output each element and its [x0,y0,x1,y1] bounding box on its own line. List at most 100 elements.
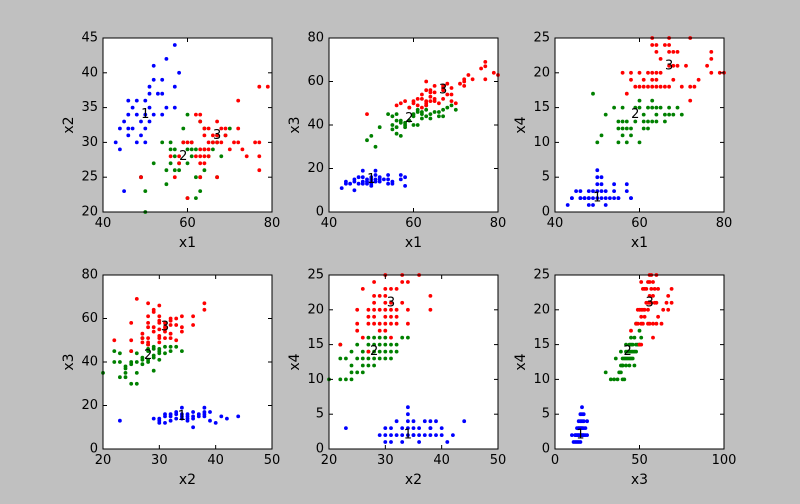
data-point [151,344,156,349]
data-point [383,287,388,291]
data-point [398,134,403,138]
data-point [372,342,376,347]
data-point [349,377,354,382]
y-tick-label: 15 [533,100,550,115]
data-point [160,112,165,117]
data-point [265,84,270,89]
data-point [118,360,122,364]
data-point [383,307,388,312]
data-point [194,112,198,117]
data-point [140,340,145,345]
y-tick-label: 20 [533,65,550,80]
y-tick-label: 60 [81,311,98,326]
data-point [257,140,262,145]
data-point [372,335,376,340]
data-point [432,97,437,101]
data-point [629,349,633,354]
data-point [639,314,644,319]
data-point [177,154,182,159]
data-point [168,316,173,321]
y-tick-label: 60 [307,74,324,89]
data-point [390,179,395,184]
data-point [143,112,148,117]
data-point [151,63,156,68]
data-point [651,321,655,326]
data-point [633,84,638,89]
data-point [599,196,604,201]
data-point [591,203,595,207]
data-point [428,88,433,93]
data-point [403,99,407,103]
data-point [163,351,167,356]
data-point [185,112,190,117]
centroid-label: 1 [178,409,186,424]
data-point [595,196,600,201]
data-point [629,77,633,82]
data-point [240,147,245,152]
data-point [191,314,196,319]
data-point [185,140,190,145]
data-point [118,418,122,423]
data-point [355,342,360,347]
data-point [389,287,393,291]
data-point [383,294,388,298]
data-point [451,433,455,437]
data-point [591,196,595,201]
y-tick-label: 0 [542,442,550,457]
data-point [394,287,399,291]
data-point [377,433,382,437]
data-point [219,140,224,145]
data-point [612,189,616,194]
data-point [470,77,475,82]
data-point [366,321,371,326]
y-axis-label: x3 [287,116,303,133]
data-point [360,356,365,361]
data-point [383,300,388,305]
data-point [406,405,410,410]
data-point [160,91,165,96]
data-point [160,140,165,145]
x-tick-label: 40 [95,216,112,231]
data-point [462,84,467,88]
data-point [389,356,393,361]
data-point [449,92,454,97]
data-point [434,433,438,437]
data-point [219,414,224,419]
data-point [163,344,167,349]
data-point [603,196,608,201]
data-point [619,349,623,354]
data-point [180,405,184,410]
data-point [428,99,433,103]
data-point [134,381,139,386]
data-point [624,189,629,194]
data-point [206,147,211,152]
data-point [338,356,343,361]
data-point [424,88,429,93]
data-point [383,342,388,347]
data-point [449,103,454,108]
data-point [651,280,655,284]
data-point [146,336,151,340]
data-point [578,440,583,444]
data-point [257,84,262,89]
data-point [620,70,625,75]
data-point [576,419,581,424]
y-tick-label: 15 [307,337,324,352]
data-point [415,107,420,112]
y-tick-label: 20 [533,302,550,317]
data-point [659,321,664,326]
data-point [612,105,616,110]
y-tick-label: 25 [307,268,324,283]
data-point [616,196,621,201]
data-point [122,189,126,194]
data-point [578,196,583,201]
data-point [172,105,177,110]
data-point [372,314,376,319]
data-point [586,203,591,207]
subplot-x3-vs-x4: 1 2 3 0 50 100 0 5 10 15 20 25 x3 x4 [513,268,736,489]
data-point [139,175,143,180]
y-tick-label: 40 [307,118,324,133]
data-point [339,186,344,191]
data-point [422,433,427,437]
data-point [202,307,207,312]
